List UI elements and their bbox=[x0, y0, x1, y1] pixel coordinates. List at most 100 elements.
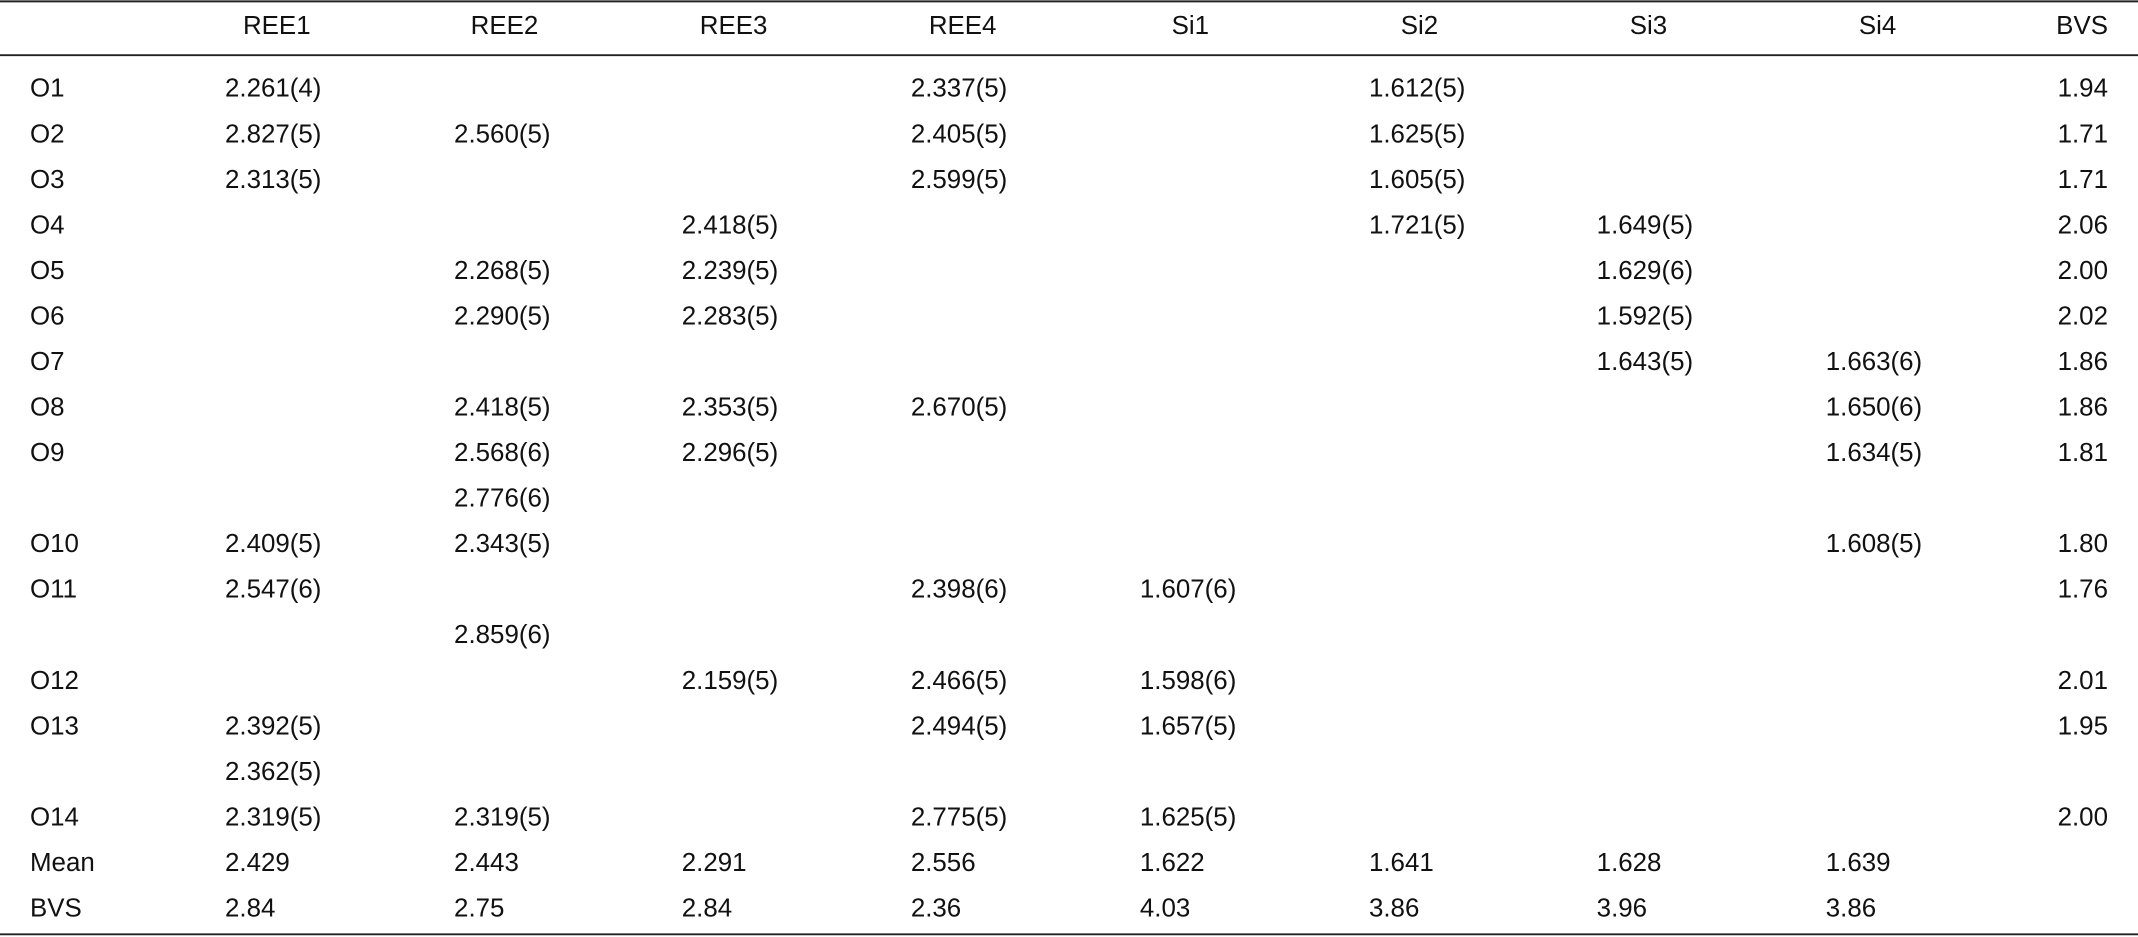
cell: 2.36 bbox=[911, 895, 961, 923]
cell: 2.353(5) bbox=[682, 394, 778, 422]
cell: 2.560(5) bbox=[454, 120, 550, 148]
cell: 1.650(6) bbox=[1826, 394, 1922, 422]
cell: 2.319(5) bbox=[454, 803, 550, 831]
row-label: O3 bbox=[30, 166, 65, 194]
row-label: O5 bbox=[30, 257, 65, 285]
cell: 1.607(6) bbox=[1140, 576, 1236, 604]
cell: 1.95 bbox=[2058, 712, 2108, 740]
cell: 1.721(5) bbox=[1369, 211, 1465, 239]
cell: 1.629(6) bbox=[1597, 257, 1693, 285]
cell: 2.568(6) bbox=[454, 439, 550, 467]
cell: 3.86 bbox=[1826, 895, 1876, 923]
row-label: O6 bbox=[30, 302, 65, 330]
cell: 1.612(5) bbox=[1369, 75, 1465, 103]
cell: 1.643(5) bbox=[1597, 348, 1693, 376]
cell: 2.775(5) bbox=[911, 803, 1007, 831]
header-cell: Si1 bbox=[1172, 12, 1209, 40]
cell: 2.776(6) bbox=[454, 485, 550, 513]
cell: 1.71 bbox=[2058, 166, 2108, 194]
cell: 2.827(5) bbox=[225, 120, 321, 148]
header-cell: REE1 bbox=[243, 12, 311, 40]
header-cell: Si2 bbox=[1401, 12, 1438, 40]
cell: 1.622 bbox=[1140, 849, 1205, 877]
row-label: O2 bbox=[30, 120, 65, 148]
cell: 2.268(5) bbox=[454, 257, 550, 285]
cell: 1.657(5) bbox=[1140, 712, 1236, 740]
cell: 2.290(5) bbox=[454, 302, 550, 330]
cell: 1.94 bbox=[2058, 75, 2108, 103]
header-cell: Si4 bbox=[1859, 12, 1896, 40]
cell: 2.313(5) bbox=[225, 166, 321, 194]
row-label: O14 bbox=[30, 803, 79, 831]
cell: 2.84 bbox=[682, 895, 732, 923]
cell: 1.76 bbox=[2058, 576, 2108, 604]
cell: 1.634(5) bbox=[1826, 439, 1922, 467]
cell: 2.670(5) bbox=[911, 394, 1007, 422]
cell: 2.159(5) bbox=[682, 667, 778, 695]
cell: 1.86 bbox=[2058, 348, 2108, 376]
cell: 4.03 bbox=[1140, 895, 1190, 923]
cell: 2.261(4) bbox=[225, 75, 321, 103]
cell: 1.592(5) bbox=[1597, 302, 1693, 330]
cell: 1.86 bbox=[2058, 394, 2108, 422]
cell: 2.392(5) bbox=[225, 712, 321, 740]
cell: 2.84 bbox=[225, 895, 275, 923]
row-label: O9 bbox=[30, 439, 65, 467]
cell: 2.00 bbox=[2058, 257, 2108, 285]
cell: 2.283(5) bbox=[682, 302, 778, 330]
cell: 2.429 bbox=[225, 849, 290, 877]
cell: 1.71 bbox=[2058, 120, 2108, 148]
row-label: O11 bbox=[30, 576, 77, 604]
cell: 2.01 bbox=[2058, 667, 2108, 695]
cell: 2.319(5) bbox=[225, 803, 321, 831]
cell: 3.86 bbox=[1369, 895, 1419, 923]
cell: 2.398(6) bbox=[911, 576, 1007, 604]
cell: 2.296(5) bbox=[682, 439, 778, 467]
cell: 1.625(5) bbox=[1369, 120, 1465, 148]
cell: 2.239(5) bbox=[682, 257, 778, 285]
header-cell: BVS bbox=[2056, 12, 2108, 40]
cell: 1.649(5) bbox=[1597, 211, 1693, 239]
cell: 2.362(5) bbox=[225, 758, 321, 786]
cell: 2.337(5) bbox=[911, 75, 1007, 103]
cell: 2.00 bbox=[2058, 803, 2108, 831]
cell: 1.608(5) bbox=[1826, 530, 1922, 558]
cell: 2.418(5) bbox=[454, 394, 550, 422]
cell: 2.02 bbox=[2058, 302, 2108, 330]
row-label: O10 bbox=[30, 530, 79, 558]
row-label: BVS bbox=[30, 895, 82, 923]
cell: 1.639 bbox=[1826, 849, 1891, 877]
cell: 2.556 bbox=[911, 849, 976, 877]
cell: 2.405(5) bbox=[911, 120, 1007, 148]
header-cell: Si3 bbox=[1630, 12, 1667, 40]
cell: 1.628 bbox=[1597, 849, 1662, 877]
row-label: O4 bbox=[30, 211, 65, 239]
row-label: O8 bbox=[30, 394, 65, 422]
header-cell: REE4 bbox=[929, 12, 997, 40]
header-cell: REE2 bbox=[471, 12, 539, 40]
cell: 2.75 bbox=[454, 895, 504, 923]
cell: 1.598(6) bbox=[1140, 667, 1236, 695]
cell: 2.466(5) bbox=[911, 667, 1007, 695]
cell: 2.343(5) bbox=[454, 530, 550, 558]
row-label: O12 bbox=[30, 667, 79, 695]
cell: 2.409(5) bbox=[225, 530, 321, 558]
cell: 1.605(5) bbox=[1369, 166, 1465, 194]
cell: 3.96 bbox=[1597, 895, 1647, 923]
cell: 2.418(5) bbox=[682, 211, 778, 239]
cell: 2.291 bbox=[682, 849, 747, 877]
cell: 1.81 bbox=[2058, 439, 2108, 467]
cell: 1.641 bbox=[1369, 849, 1434, 877]
cell: 1.625(5) bbox=[1140, 803, 1236, 831]
cell: 1.80 bbox=[2058, 530, 2108, 558]
row-label: Mean bbox=[30, 849, 95, 877]
header-cell: REE3 bbox=[700, 12, 768, 40]
cell: 2.494(5) bbox=[911, 712, 1007, 740]
cell: 2.599(5) bbox=[911, 166, 1007, 194]
cell: 2.859(6) bbox=[454, 621, 550, 649]
row-label: O1 bbox=[30, 75, 65, 103]
cell: 2.443 bbox=[454, 849, 519, 877]
row-label: O13 bbox=[30, 712, 79, 740]
